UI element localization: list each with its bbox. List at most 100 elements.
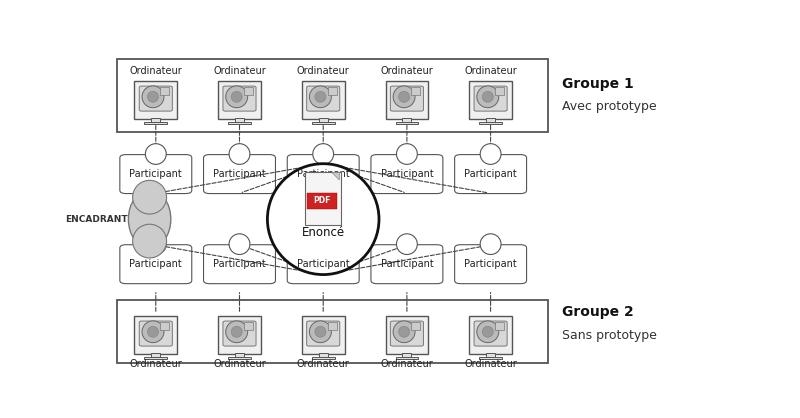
FancyBboxPatch shape xyxy=(495,322,504,330)
Ellipse shape xyxy=(133,180,166,214)
FancyBboxPatch shape xyxy=(402,353,411,357)
FancyBboxPatch shape xyxy=(223,86,256,111)
FancyBboxPatch shape xyxy=(328,87,337,95)
FancyBboxPatch shape xyxy=(371,155,443,194)
Ellipse shape xyxy=(142,321,164,343)
Text: Ordinateur: Ordinateur xyxy=(464,359,517,369)
FancyBboxPatch shape xyxy=(160,322,170,330)
Ellipse shape xyxy=(128,190,171,248)
FancyBboxPatch shape xyxy=(486,118,495,122)
FancyBboxPatch shape xyxy=(474,86,507,111)
Text: Participant: Participant xyxy=(464,259,517,269)
FancyBboxPatch shape xyxy=(287,245,359,284)
FancyBboxPatch shape xyxy=(228,357,251,359)
FancyBboxPatch shape xyxy=(479,122,502,124)
FancyBboxPatch shape xyxy=(486,353,495,357)
FancyBboxPatch shape xyxy=(160,87,170,95)
Text: PDF: PDF xyxy=(314,196,331,205)
Ellipse shape xyxy=(267,164,379,275)
FancyBboxPatch shape xyxy=(395,122,418,124)
Text: Participant: Participant xyxy=(297,169,350,179)
FancyBboxPatch shape xyxy=(312,357,334,359)
Text: Participant: Participant xyxy=(464,169,517,179)
FancyBboxPatch shape xyxy=(139,321,172,346)
FancyBboxPatch shape xyxy=(411,87,421,95)
Text: ENCADRANT: ENCADRANT xyxy=(65,214,127,224)
Ellipse shape xyxy=(310,86,331,108)
Ellipse shape xyxy=(480,144,501,164)
Ellipse shape xyxy=(480,234,501,255)
Text: Participant: Participant xyxy=(297,259,350,269)
FancyBboxPatch shape xyxy=(395,357,418,359)
Ellipse shape xyxy=(133,224,166,258)
Text: Ordinateur: Ordinateur xyxy=(213,359,266,369)
FancyBboxPatch shape xyxy=(390,321,423,346)
Ellipse shape xyxy=(477,86,498,108)
Ellipse shape xyxy=(477,321,498,343)
Text: Ordinateur: Ordinateur xyxy=(381,66,434,76)
FancyBboxPatch shape xyxy=(470,81,512,119)
Ellipse shape xyxy=(146,234,166,255)
FancyBboxPatch shape xyxy=(151,118,160,122)
FancyBboxPatch shape xyxy=(218,316,261,354)
FancyBboxPatch shape xyxy=(235,118,244,122)
Text: Participant: Participant xyxy=(130,259,182,269)
Ellipse shape xyxy=(229,144,250,164)
Ellipse shape xyxy=(142,86,164,108)
Ellipse shape xyxy=(398,326,410,337)
Ellipse shape xyxy=(313,234,334,255)
FancyBboxPatch shape xyxy=(235,353,244,357)
FancyBboxPatch shape xyxy=(117,300,548,363)
FancyBboxPatch shape xyxy=(203,245,275,284)
Text: Enoncé: Enoncé xyxy=(302,226,345,239)
FancyBboxPatch shape xyxy=(120,245,192,284)
Ellipse shape xyxy=(482,326,494,337)
Text: Sans prototype: Sans prototype xyxy=(562,329,657,342)
FancyBboxPatch shape xyxy=(302,316,345,354)
Text: Groupe 1: Groupe 1 xyxy=(562,77,634,91)
FancyBboxPatch shape xyxy=(134,81,177,119)
Text: Participant: Participant xyxy=(381,169,434,179)
FancyBboxPatch shape xyxy=(218,81,261,119)
FancyBboxPatch shape xyxy=(386,81,428,119)
FancyBboxPatch shape xyxy=(328,322,337,330)
Text: Ordinateur: Ordinateur xyxy=(130,359,182,369)
FancyBboxPatch shape xyxy=(402,118,411,122)
Ellipse shape xyxy=(315,92,326,102)
Ellipse shape xyxy=(397,234,418,255)
FancyBboxPatch shape xyxy=(390,86,423,111)
FancyBboxPatch shape xyxy=(306,86,340,111)
FancyBboxPatch shape xyxy=(454,155,526,194)
FancyBboxPatch shape xyxy=(151,353,160,357)
FancyBboxPatch shape xyxy=(244,87,253,95)
FancyBboxPatch shape xyxy=(318,118,328,122)
Text: Ordinateur: Ordinateur xyxy=(130,66,182,76)
Ellipse shape xyxy=(147,326,158,337)
Text: Participant: Participant xyxy=(130,169,182,179)
Ellipse shape xyxy=(231,326,242,337)
Text: Ordinateur: Ordinateur xyxy=(464,66,517,76)
FancyBboxPatch shape xyxy=(307,193,337,209)
FancyBboxPatch shape xyxy=(117,59,548,132)
FancyBboxPatch shape xyxy=(371,245,443,284)
Ellipse shape xyxy=(231,92,242,102)
FancyBboxPatch shape xyxy=(495,87,504,95)
FancyBboxPatch shape xyxy=(306,172,341,225)
FancyBboxPatch shape xyxy=(120,155,192,194)
FancyBboxPatch shape xyxy=(386,316,428,354)
FancyBboxPatch shape xyxy=(223,321,256,346)
Ellipse shape xyxy=(147,92,158,102)
FancyBboxPatch shape xyxy=(145,122,167,124)
Text: Ordinateur: Ordinateur xyxy=(297,359,350,369)
Ellipse shape xyxy=(393,86,415,108)
FancyBboxPatch shape xyxy=(244,322,253,330)
FancyBboxPatch shape xyxy=(411,322,421,330)
Ellipse shape xyxy=(226,321,248,343)
FancyBboxPatch shape xyxy=(306,321,340,346)
Ellipse shape xyxy=(482,92,494,102)
Ellipse shape xyxy=(226,86,248,108)
FancyBboxPatch shape xyxy=(287,155,359,194)
Ellipse shape xyxy=(397,144,418,164)
Text: Groupe 2: Groupe 2 xyxy=(562,306,634,319)
FancyBboxPatch shape xyxy=(145,357,167,359)
